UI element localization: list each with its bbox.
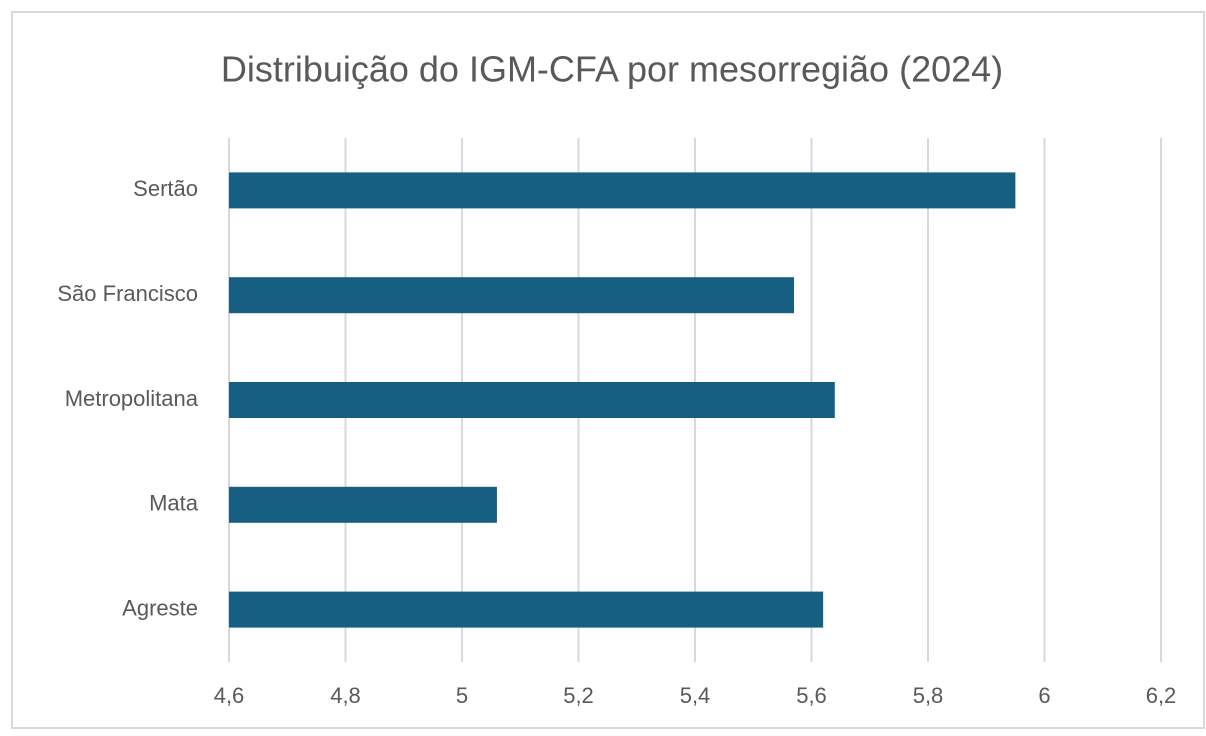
x-tick-label: 6 bbox=[1038, 683, 1050, 708]
bar bbox=[229, 277, 795, 314]
y-tick-label: Mata bbox=[149, 491, 199, 516]
x-tick-label: 5,2 bbox=[563, 683, 594, 708]
bar bbox=[229, 382, 835, 418]
bar bbox=[229, 591, 824, 628]
x-tick-label: 5,4 bbox=[680, 683, 711, 708]
bar bbox=[229, 172, 1016, 209]
y-tick-label: São Francisco bbox=[57, 281, 198, 306]
y-tick-label: Sertão bbox=[133, 176, 198, 201]
x-tick-label: 5,6 bbox=[796, 683, 827, 708]
chart-title: Distribuição do IGM-CFA por mesorregião … bbox=[221, 49, 1003, 90]
x-tick-label: 5,8 bbox=[913, 683, 944, 708]
y-tick-label: Metropolitana bbox=[65, 386, 199, 411]
x-tick-label: 5 bbox=[456, 683, 468, 708]
y-tick-label: Agreste bbox=[122, 595, 198, 620]
x-tick-label: 6,2 bbox=[1146, 683, 1177, 708]
x-tick-label: 4,8 bbox=[330, 683, 361, 708]
bar bbox=[229, 486, 497, 523]
x-tick-label: 4,6 bbox=[214, 683, 245, 708]
